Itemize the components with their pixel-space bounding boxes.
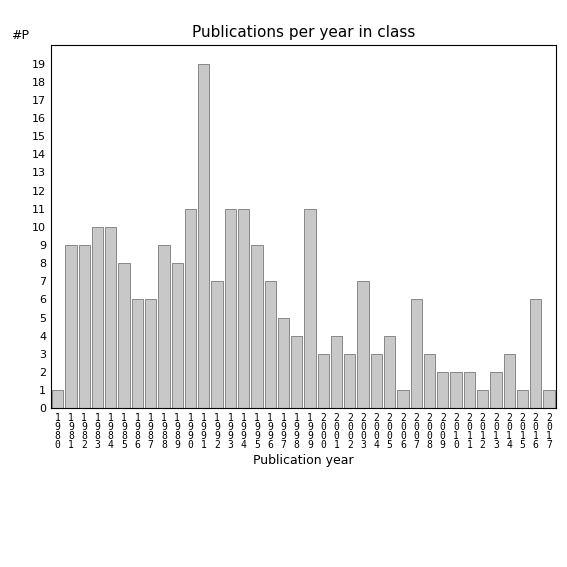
Title: Publications per year in class: Publications per year in class [192,25,415,40]
Bar [411,299,422,408]
Bar [371,354,382,408]
Bar [211,281,223,408]
Bar [318,354,329,408]
Bar [397,390,409,408]
Bar [543,390,555,408]
Bar [119,263,130,408]
Bar [464,372,475,408]
Bar [331,336,342,408]
Bar [79,245,90,408]
Bar [291,336,302,408]
Bar [158,245,170,408]
Bar [450,372,462,408]
X-axis label: Publication year: Publication year [253,454,354,467]
Bar [65,245,77,408]
Bar [424,354,435,408]
Bar [185,209,196,408]
Bar [92,227,103,408]
Bar [52,390,64,408]
Bar [132,299,143,408]
Bar [105,227,116,408]
Bar [437,372,448,408]
Bar [357,281,369,408]
Bar [304,209,316,408]
Bar [172,263,183,408]
Bar [238,209,249,408]
Bar [477,390,488,408]
Bar [225,209,236,408]
Bar [198,64,209,408]
Bar [145,299,156,408]
Text: #P: #P [11,29,29,42]
Bar [490,372,502,408]
Bar [251,245,263,408]
Bar [278,318,289,408]
Bar [264,281,276,408]
Bar [384,336,395,408]
Bar [503,354,515,408]
Bar [344,354,356,408]
Bar [530,299,541,408]
Bar [517,390,528,408]
